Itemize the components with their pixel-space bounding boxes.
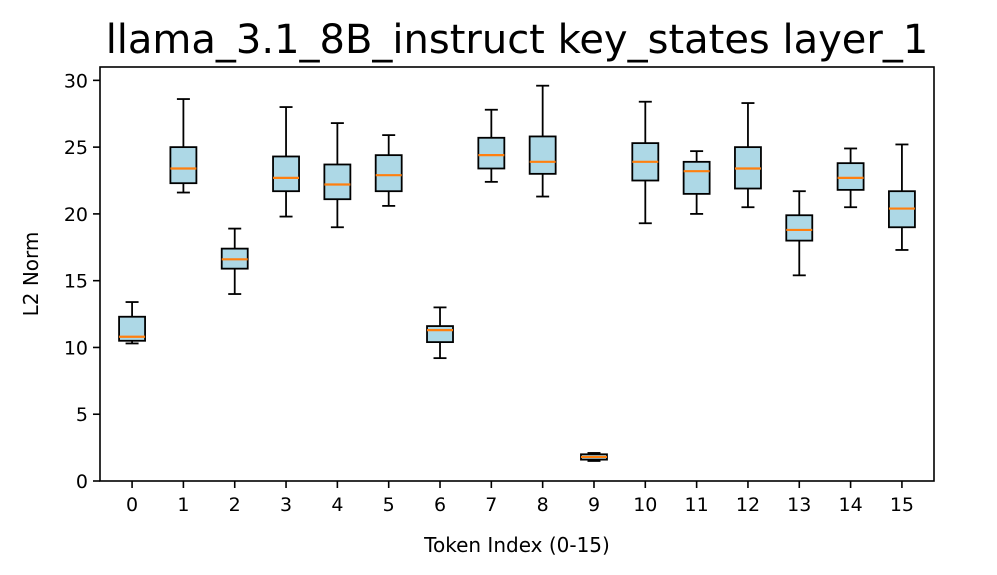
box-plot-token-15 xyxy=(888,143,916,251)
x-tick-label: 13 xyxy=(787,494,811,516)
box-plot-token-7 xyxy=(477,108,506,183)
iqr-box xyxy=(477,136,506,170)
x-tick-label: 12 xyxy=(736,494,760,516)
x-tick-label: 1 xyxy=(177,494,189,516)
iqr-box xyxy=(374,154,403,193)
iqr-box xyxy=(528,135,557,175)
x-tick-label: 9 xyxy=(588,494,600,516)
x-tick-label: 2 xyxy=(229,494,241,516)
x-tick-label: 15 xyxy=(890,494,914,516)
y-tick-label: 20 xyxy=(64,204,88,226)
y-tick-label: 5 xyxy=(76,404,88,426)
x-tick-label: 11 xyxy=(685,494,709,516)
iqr-box xyxy=(272,155,300,193)
iqr-box xyxy=(682,160,711,195)
x-tick-label: 14 xyxy=(839,494,863,516)
box-plot-token-2 xyxy=(220,227,249,295)
x-tick-label: 0 xyxy=(126,494,138,516)
box-plot-token-10 xyxy=(631,100,660,225)
x-axis: 0 1 2 3 4 5 6 7 8 9 10 11 12 13 14 15 xyxy=(126,481,914,516)
x-axis-label: Token Index (0-15) xyxy=(423,533,610,557)
box-plot-token-1 xyxy=(169,98,198,194)
iqr-box xyxy=(323,163,352,201)
iqr-box xyxy=(836,162,865,191)
y-tick-label: 0 xyxy=(76,471,88,493)
iqr-box xyxy=(426,325,454,344)
iqr-box xyxy=(169,146,198,185)
box-plot-token-12 xyxy=(734,102,762,209)
box-plot-token-5 xyxy=(374,134,403,207)
box-plot-token-4 xyxy=(323,122,352,229)
box-plot-token-0 xyxy=(118,301,146,345)
x-tick-label: 6 xyxy=(434,494,446,516)
chart-title: llama_3.1_8B_instruct key_states layer_1 xyxy=(106,17,929,63)
x-tick-label: 3 xyxy=(280,494,292,516)
x-tick-label: 7 xyxy=(485,494,497,516)
y-axis-label: L2 Norm xyxy=(19,232,43,317)
box-plot-token-8 xyxy=(528,84,557,198)
y-tick-label: 15 xyxy=(64,271,88,293)
x-tick-label: 8 xyxy=(537,494,549,516)
box-plot-token-11 xyxy=(682,150,711,215)
x-tick-label: 4 xyxy=(331,494,343,516)
x-tick-label: 5 xyxy=(383,494,395,516)
box-plot-token-3 xyxy=(272,106,300,218)
box-plot-token-6 xyxy=(426,306,454,360)
plot-area xyxy=(118,84,916,462)
y-tick-label: 25 xyxy=(64,137,88,159)
box-plot-token-14 xyxy=(836,147,865,209)
box-plot-token-9 xyxy=(580,452,608,462)
iqr-box xyxy=(785,214,814,242)
y-tick-label: 30 xyxy=(64,70,88,92)
y-axis: 0 5 10 15 20 25 30 xyxy=(64,70,100,493)
box-plot-token-13 xyxy=(785,190,814,277)
y-tick-label: 10 xyxy=(64,337,88,359)
x-tick-label: 10 xyxy=(633,494,657,516)
plot-frame xyxy=(99,66,935,482)
